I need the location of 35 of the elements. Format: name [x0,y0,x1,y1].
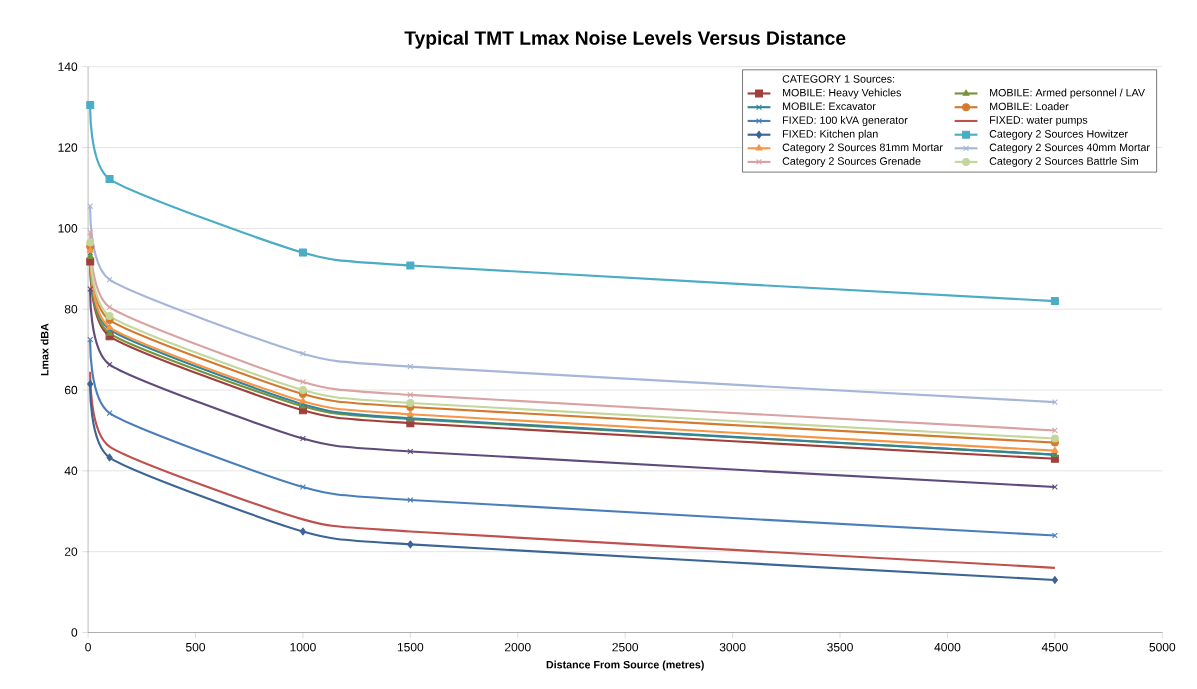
legend-label: Category 2 Sources Grenade [782,157,921,168]
y-tick-label: 80 [64,305,78,314]
y-tick-label: 0 [71,628,78,637]
x-tick-label: 500 [185,643,206,652]
y-tick-label: 60 [64,385,78,395]
legend-label: MOBILE: Armed personnel / LAV [990,88,1145,99]
x-tick-label: 3500 [827,643,853,652]
y-tick-label: 40 [64,466,78,476]
legend-label: Category 2 Sources 40mm Mortar [989,143,1150,154]
y-axis-title: Lmax dBA [40,323,49,376]
x-tick-label: 2000 [505,643,531,652]
y-tick-label: 140 [58,62,78,72]
x-tick-label: 3000 [719,643,746,652]
x-tick-label: 4000 [934,643,961,652]
x-tick-label: 5000 [1149,643,1176,652]
y-tick-label: 120 [58,143,78,153]
legend-label: FIXED: Kitchen plan [783,130,878,140]
legend-label: MOBILE: Heavy Vehicles [783,88,902,99]
legend-label: Category 2 Sources Battrle Sim [989,157,1138,168]
legend-label: MOBILE: Excavator [783,102,876,111]
x-tick-label: 1500 [397,643,424,652]
x-axis-title: Distance From Source (metres) [546,660,704,671]
x-tick-label: 0 [85,643,91,652]
legend-label: FIXED: water pumps [990,116,1088,127]
legend-label: MOBILE: Loader [990,102,1069,111]
x-tick-label: 1000 [290,643,316,652]
legend-title: CATEGORY 1 Sources: [782,75,895,83]
legend-label: Category 2 Sources 81mm Mortar [782,143,943,154]
legend-label: Category 2 Sources Howitzer [989,130,1128,140]
x-tick-label: 4500 [1041,643,1068,652]
chart-title: Typical TMT Lmax Noise Levels Versus Distance [404,30,846,49]
y-tick-label: 20 [64,547,78,557]
legend-label: FIXED: 100 kVA generator [783,116,908,127]
x-tick-label: 2500 [612,643,639,652]
y-tick-label: 100 [58,224,78,233]
